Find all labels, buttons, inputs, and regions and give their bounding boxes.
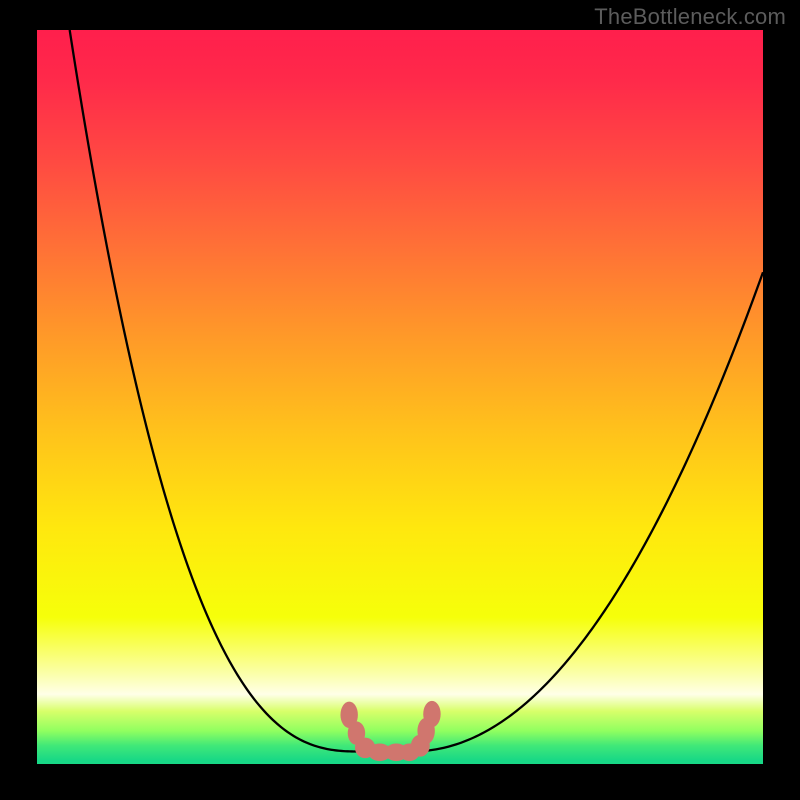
- watermark-text: TheBottleneck.com: [594, 4, 786, 30]
- marker-blob: [423, 701, 440, 727]
- plot-background: [37, 30, 763, 764]
- bottleneck-chart: [0, 0, 800, 800]
